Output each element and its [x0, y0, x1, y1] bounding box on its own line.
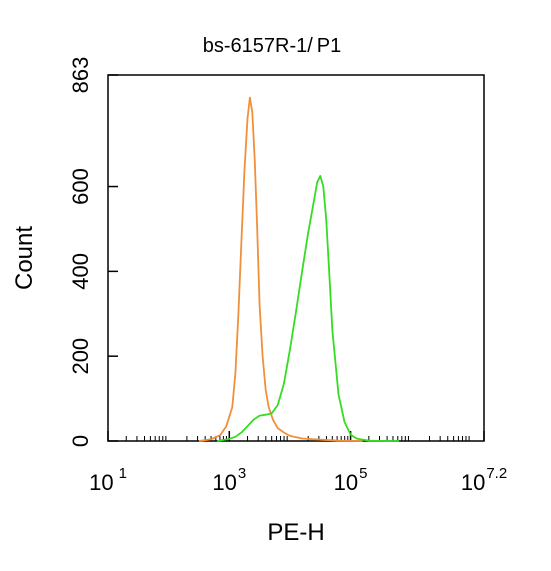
y-tick-label: 863: [68, 57, 93, 94]
chart-title-prefix: bs-6157R-1/: [203, 35, 314, 57]
x-axis-label: PE-H: [267, 519, 324, 546]
y-tick-label: 400: [68, 253, 93, 290]
y-tick-label: 600: [68, 168, 93, 205]
y-tick-label: 0: [68, 435, 93, 447]
x-tick-label: 103: [212, 465, 246, 495]
x-tick-label: 105: [334, 465, 368, 495]
major-ticks: [107, 74, 485, 442]
y-axis-label: Count: [11, 226, 38, 290]
x-tick-label: 10 1: [89, 465, 127, 495]
x-tick-label: 107.2: [461, 465, 507, 495]
x-tick-labels: 10 1 103 105 107.2: [89, 465, 507, 495]
y-tick-labels: 0 200 400 600 863: [68, 57, 93, 447]
histogram-curve-2: [217, 174, 400, 442]
y-tick-label: 200: [68, 338, 93, 375]
chart-title-gate: P1: [317, 35, 341, 57]
plot-frame: [107, 74, 485, 442]
series-layer: [198, 96, 400, 442]
histogram-curve-1: [198, 96, 363, 442]
chart-title: bs-6157R-1/P1: [203, 35, 342, 57]
